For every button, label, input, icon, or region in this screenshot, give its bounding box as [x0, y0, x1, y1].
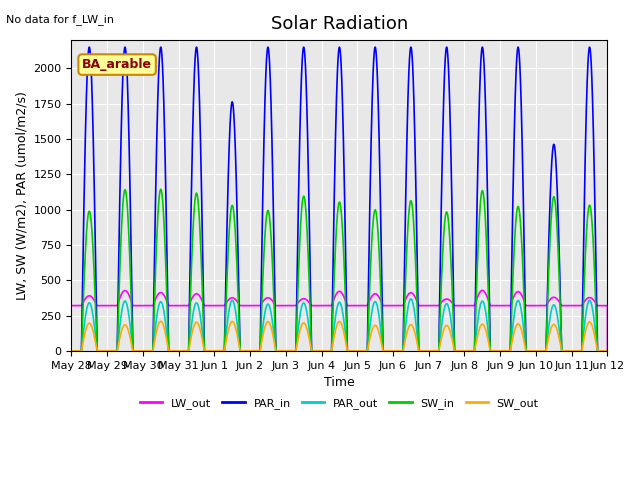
PAR_in — [85, 44, 93, 50]
Line: SW_out: SW_out — [72, 321, 607, 351]
Line: PAR_in: PAR_in — [72, 47, 607, 351]
PAR_out — [485, 335, 493, 340]
SW_in — [604, 348, 611, 354]
Line: PAR_out: PAR_out — [72, 299, 607, 351]
Text: No data for f_LW_in: No data for f_LW_in — [6, 14, 115, 25]
PAR_out — [407, 296, 415, 302]
SW_out — [410, 326, 417, 332]
PAR_out — [506, 348, 513, 354]
PAR_out — [410, 303, 417, 309]
PAR_in — [410, 88, 417, 94]
LW_out — [68, 303, 76, 309]
PAR_out — [604, 348, 611, 354]
SW_in — [68, 348, 76, 354]
LW_out — [604, 348, 611, 354]
Legend: LW_out, PAR_in, PAR_out, SW_in, SW_out: LW_out, PAR_in, PAR_out, SW_in, SW_out — [136, 394, 543, 414]
PAR_in — [68, 348, 76, 354]
SW_in — [95, 348, 103, 354]
SW_in — [470, 348, 478, 354]
SW_in — [157, 186, 164, 192]
PAR_in — [506, 348, 513, 354]
LW_out — [485, 299, 493, 304]
PAR_in — [95, 348, 103, 354]
LW_out — [506, 303, 513, 309]
SW_in — [499, 348, 506, 354]
SW_out — [470, 348, 478, 354]
SW_out — [157, 318, 164, 324]
PAR_out — [68, 348, 76, 354]
Line: SW_in: SW_in — [72, 189, 607, 351]
LW_out — [479, 288, 486, 293]
SW_in — [410, 220, 417, 226]
PAR_out — [470, 348, 478, 354]
PAR_in — [470, 348, 478, 354]
Y-axis label: LW, SW (W/m2), PAR (umol/m2/s): LW, SW (W/m2), PAR (umol/m2/s) — [15, 91, 28, 300]
SW_out — [95, 348, 103, 354]
Title: Solar Radiation: Solar Radiation — [271, 15, 408, 33]
LW_out — [410, 292, 417, 298]
X-axis label: Time: Time — [324, 376, 355, 389]
PAR_in — [499, 348, 506, 354]
PAR_in — [604, 348, 611, 354]
SW_out — [68, 348, 76, 354]
SW_out — [506, 348, 513, 354]
PAR_in — [485, 267, 493, 273]
Line: LW_out: LW_out — [72, 290, 607, 351]
SW_out — [485, 341, 493, 347]
LW_out — [470, 303, 478, 309]
SW_in — [506, 348, 513, 354]
SW_in — [485, 305, 493, 311]
SW_out — [604, 348, 611, 354]
SW_out — [499, 348, 506, 354]
Text: BA_arable: BA_arable — [82, 58, 152, 71]
PAR_out — [95, 348, 103, 354]
LW_out — [499, 303, 506, 309]
LW_out — [95, 303, 103, 309]
PAR_out — [499, 348, 506, 354]
